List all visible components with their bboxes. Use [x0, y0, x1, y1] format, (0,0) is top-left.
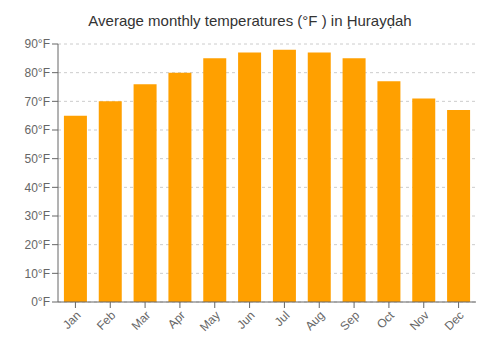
- svg-text:May: May: [197, 308, 223, 334]
- svg-text:60°F: 60°F: [25, 123, 50, 137]
- svg-text:90°F: 90°F: [25, 37, 50, 51]
- svg-text:Feb: Feb: [94, 308, 119, 333]
- svg-text:Jun: Jun: [234, 308, 258, 332]
- html-text:Average monthly temperatures (: Average monthly temperatures (°F ) in Ḩu…: [88, 12, 412, 29]
- svg-text:0°F: 0°F: [31, 295, 50, 309]
- svg-text:Mar: Mar: [129, 308, 154, 333]
- svg-text:70°F: 70°F: [25, 95, 50, 109]
- svg-text:10°F: 10°F: [25, 267, 50, 281]
- svg-text:30°F: 30°F: [25, 209, 50, 223]
- svg-text:Nov: Nov: [407, 308, 432, 333]
- svg-text:80°F: 80°F: [25, 66, 50, 80]
- svg-text:Jul: Jul: [272, 308, 293, 329]
- svg-text:Aug: Aug: [302, 308, 327, 333]
- svg-text:Jan: Jan: [60, 308, 84, 332]
- svg-text:50°F: 50°F: [25, 152, 50, 166]
- svg-text:Oct: Oct: [374, 308, 398, 332]
- svg-text:20°F: 20°F: [25, 238, 50, 252]
- svg-text:Dec: Dec: [442, 308, 467, 333]
- svg-text:Apr: Apr: [165, 308, 188, 331]
- svg-text:40°F: 40°F: [25, 181, 50, 195]
- svg-text:Sep: Sep: [337, 308, 362, 333]
